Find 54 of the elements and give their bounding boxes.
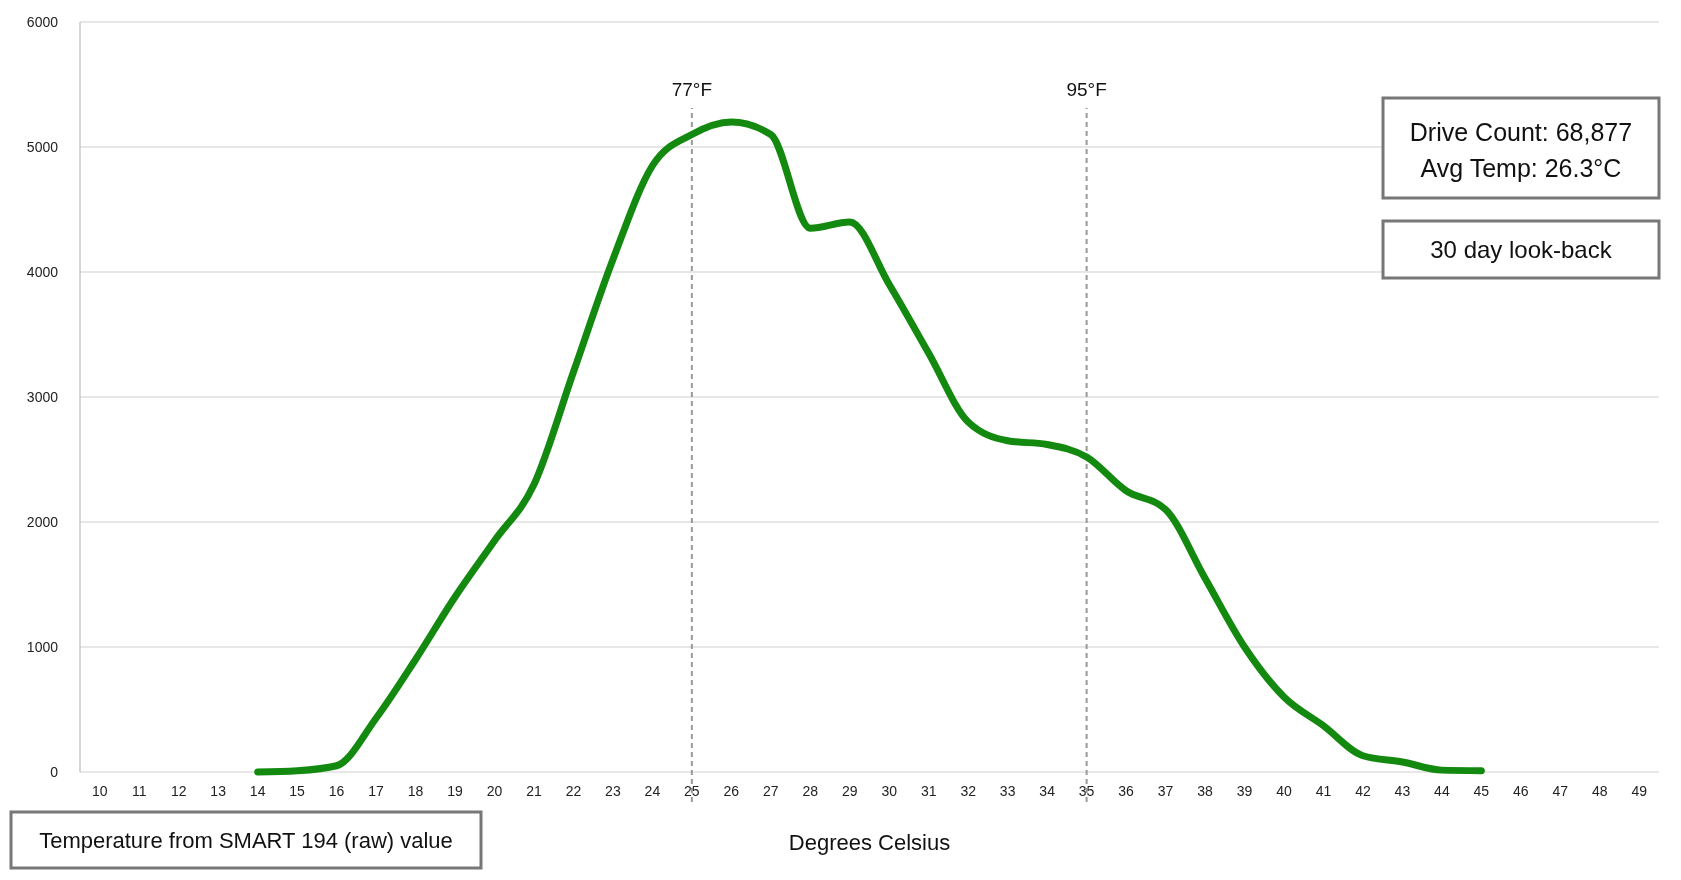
x-tick-label: 48 [1592, 783, 1608, 799]
x-tick-label: 43 [1394, 783, 1411, 799]
x-tick-label: 17 [368, 783, 385, 799]
text: Temperature from SMART 194 (raw) value [39, 828, 453, 853]
x-tick-label: 22 [565, 783, 582, 799]
y-tick-label: 5000 [26, 138, 59, 155]
x-tick-label: 14 [249, 783, 266, 799]
x-tick-label: 32 [960, 783, 977, 799]
y-tick-label: 0 [50, 763, 59, 780]
x-tick-label: 37 [1157, 783, 1174, 799]
x-tick-label: 47 [1552, 783, 1569, 799]
x-tick-label: 30 [881, 783, 898, 799]
x-tick-label: 33 [999, 783, 1016, 799]
x-axis-title: Degrees Celsius [788, 830, 951, 855]
x-tick-label: 46 [1513, 783, 1529, 799]
x-tick-label: 23 [605, 783, 621, 799]
x-tick-label: 44 [1434, 783, 1450, 799]
y-tick-label: 2000 [26, 513, 59, 530]
x-tick-label: 19 [447, 783, 464, 799]
x-tick-label: 29 [841, 783, 858, 799]
annotation: Avg Temp: 26.3°C [1420, 154, 1622, 182]
x-tick-label: 16 [328, 783, 345, 799]
y-tick-label: 3000 [26, 388, 59, 405]
x-tick-label: 15 [289, 783, 306, 799]
x-tick-label: 49 [1631, 783, 1648, 799]
y-tick-label: 1000 [26, 638, 59, 655]
x-tick-label: 24 [644, 783, 661, 799]
x-tick-label: 39 [1236, 783, 1253, 799]
annotation: 30 day look-back [1430, 236, 1613, 263]
x-tick-label: 21 [526, 783, 542, 799]
x-tick-label: 25 [684, 783, 700, 799]
x-tick-label: 40 [1276, 783, 1292, 799]
x-tick-label: 13 [210, 783, 227, 799]
x-tick-label: 38 [1197, 783, 1214, 799]
x-tick-label: 31 [920, 783, 937, 799]
x-tick-label: 45 [1473, 783, 1490, 799]
x-tick-label: 26 [723, 783, 740, 799]
x-tick-label: 27 [763, 783, 779, 799]
y-tick-label: 6000 [26, 13, 59, 30]
x-tick-label: 11 [131, 783, 147, 799]
x-tick-label: 20 [486, 783, 503, 799]
x-tick-label: 42 [1355, 783, 1371, 799]
annotation: Drive Count: 68,877 [1409, 118, 1633, 146]
x-tick-label: 41 [1315, 783, 1332, 799]
x-tick-label: 18 [407, 783, 424, 799]
x-tick-label: 34 [1039, 783, 1056, 799]
ref-line-label: 95°F [1066, 79, 1107, 100]
x-tick-label: 36 [1118, 783, 1135, 799]
y-tick-label: 4000 [26, 263, 59, 280]
x-tick-label: 28 [802, 783, 819, 799]
x-tick-label: 35 [1078, 783, 1095, 799]
x-tick-label: 10 [91, 783, 108, 799]
ref-line-label: 77°F [671, 79, 713, 100]
x-tick-label: 12 [170, 783, 187, 799]
